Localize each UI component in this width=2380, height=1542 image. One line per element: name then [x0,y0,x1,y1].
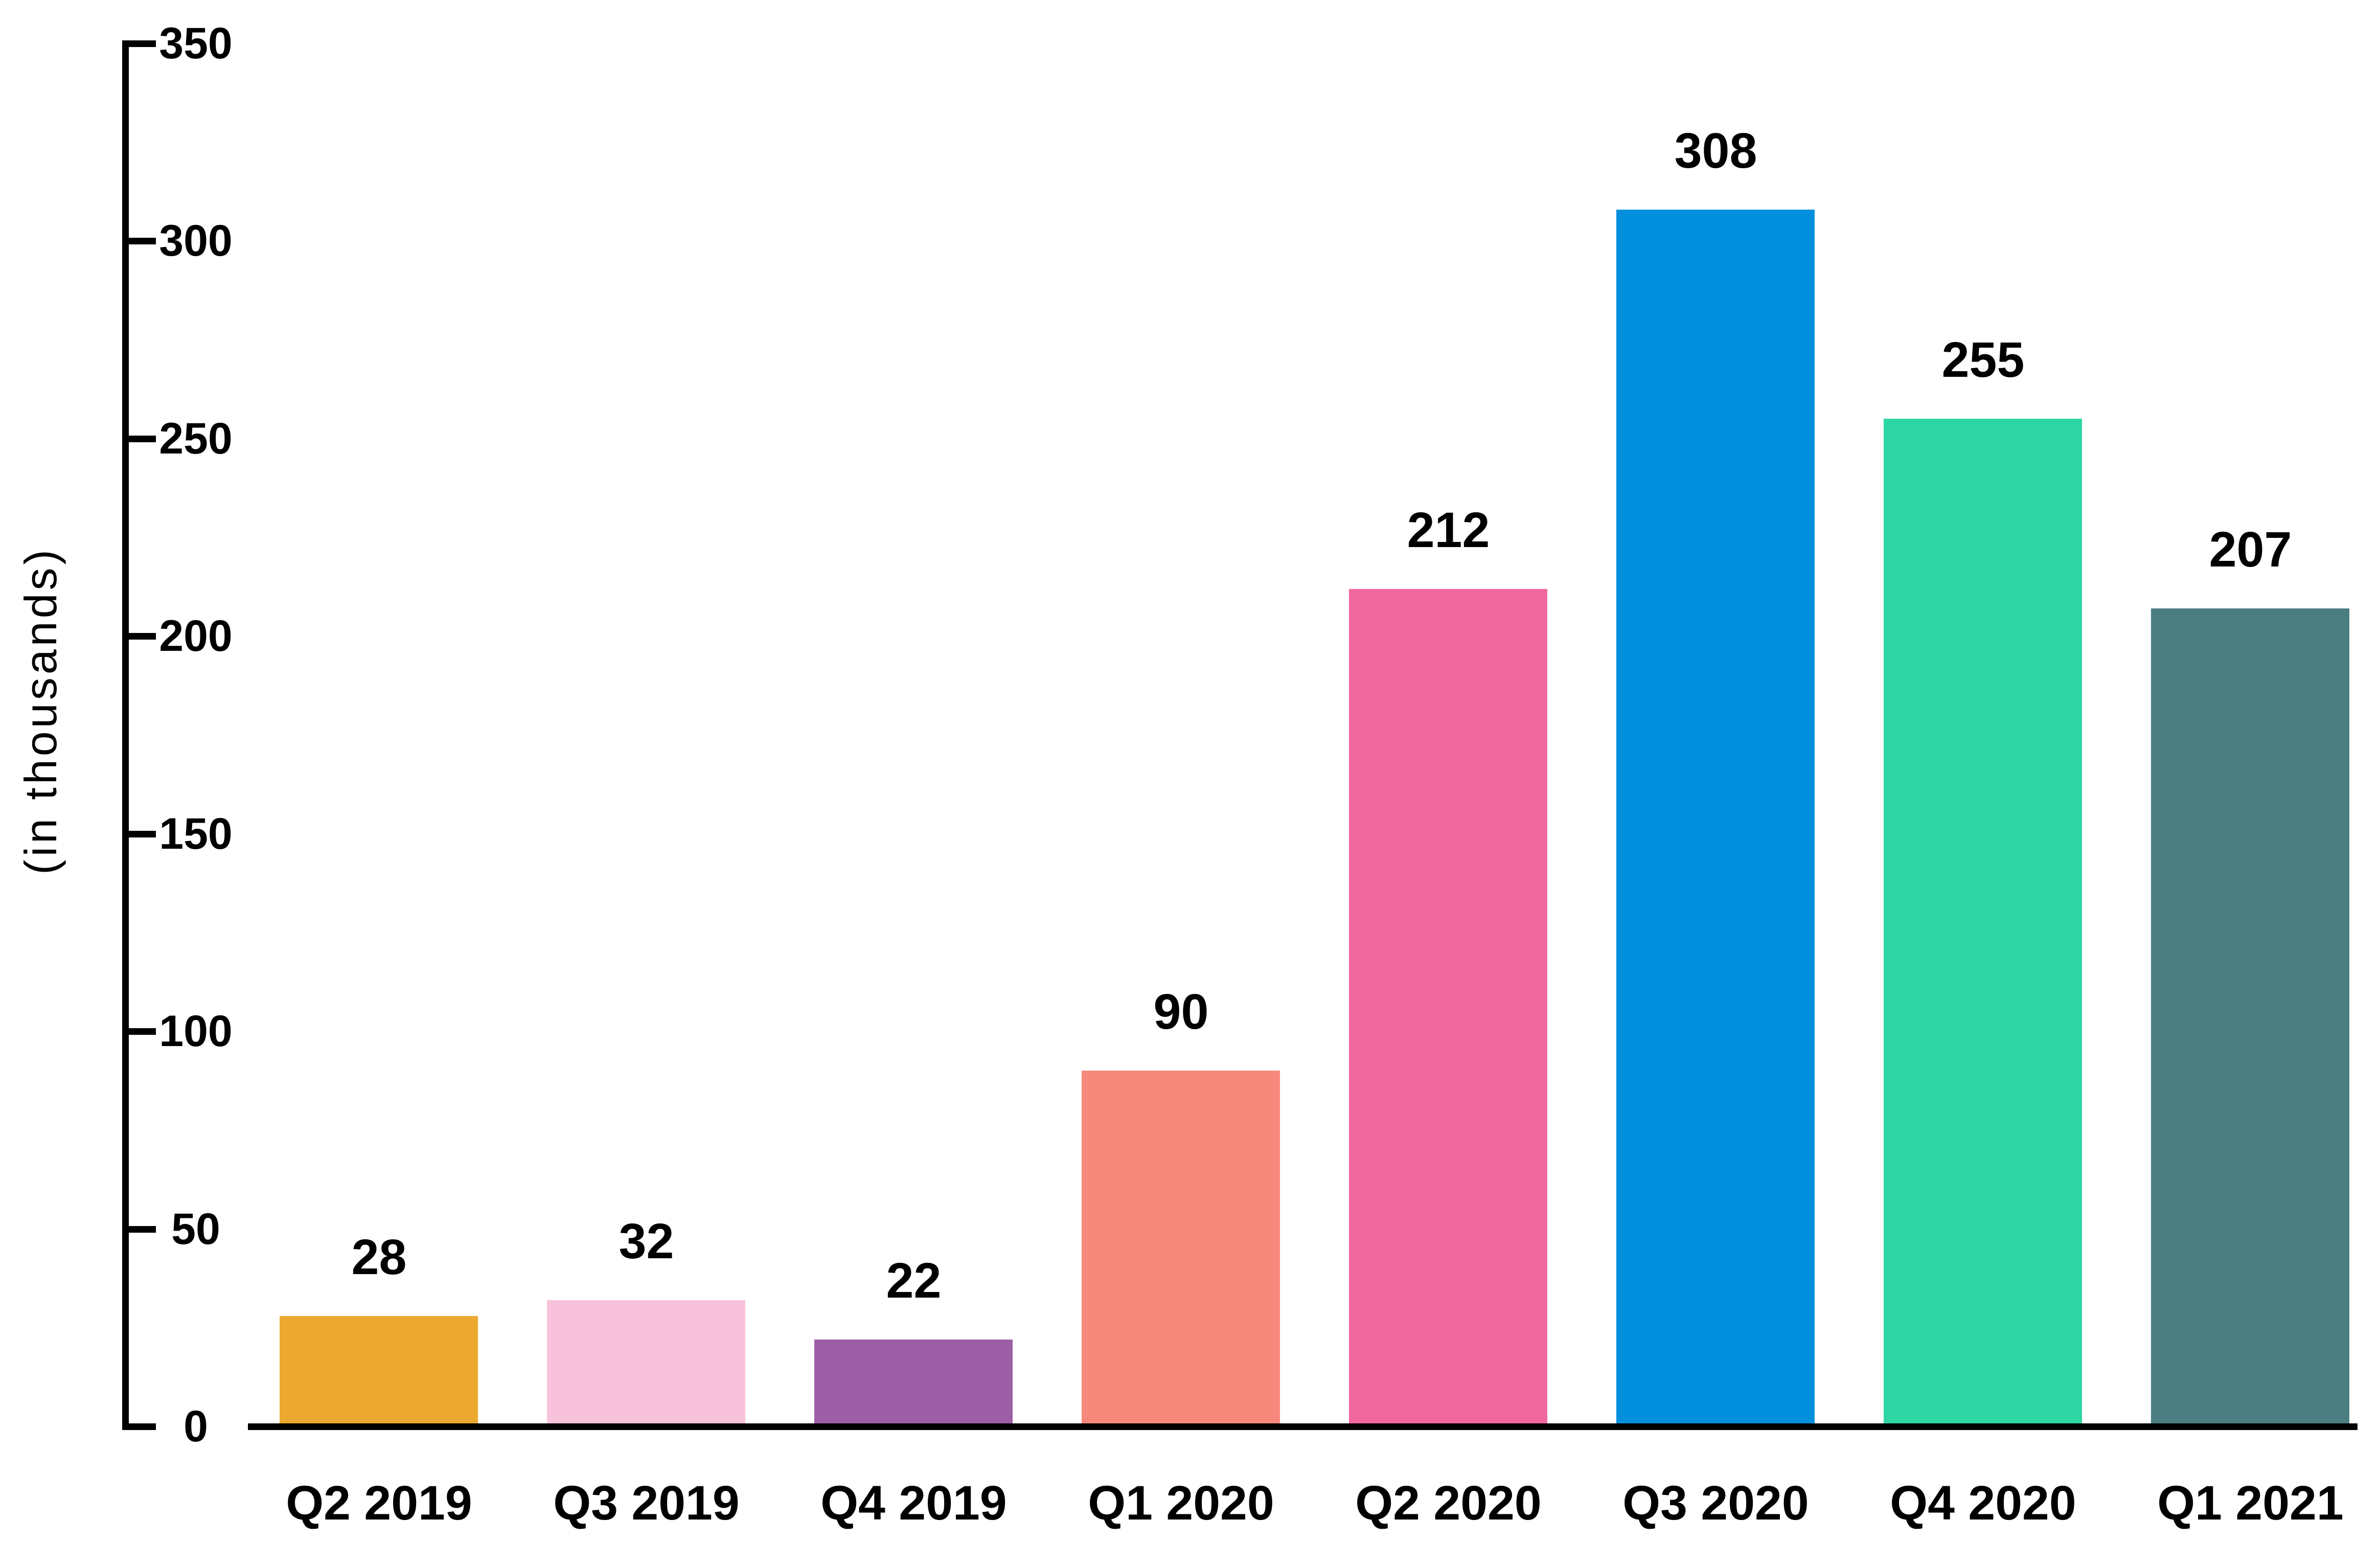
y-tick-mark [122,238,156,245]
x-category-label: Q4 2019 [820,1476,1007,1530]
bar-value-label: 255 [1941,332,2025,388]
bar-q1-2021 [2151,608,2349,1423]
y-tick-label: 100 [159,1007,233,1056]
y-tick-mark [122,830,156,837]
bar-value-label: 308 [1674,122,1757,178]
y-tick-mark [122,40,156,47]
y-tick-label: 300 [159,216,233,266]
x-axis-line [248,1423,2358,1430]
bar-q3-2020 [1616,209,1815,1423]
bar-q2-2019 [280,1316,478,1423]
y-tick-mark [122,1423,156,1430]
bar-value-label: 212 [1407,502,1490,558]
x-category-label: Q2 2019 [286,1476,472,1530]
y-tick-label: 250 [159,414,233,463]
bar-q1-2020 [1082,1071,1280,1423]
y-tick-mark [122,633,156,640]
bar-value-label: 90 [1153,984,1209,1040]
bar-q2-2020 [1349,588,1547,1423]
y-axis-line [122,40,129,1430]
y-tick-mark [122,435,156,442]
y-tick-mark [122,1226,156,1233]
bar-value-label: 32 [619,1213,674,1269]
y-tick-label: 350 [159,19,233,68]
y-tick-label: 200 [159,611,233,661]
x-category-label: Q1 2021 [2157,1476,2344,1530]
x-category-label: Q4 2020 [1890,1476,2076,1530]
bar-value-label: 22 [886,1252,942,1308]
y-tick-label: 50 [171,1204,220,1254]
y-tick-mark [122,1028,156,1035]
bar-value-label: 28 [351,1229,407,1285]
bar-q4-2019 [814,1339,1013,1423]
bar-q4-2020 [1884,419,2082,1423]
x-category-label: Q2 2020 [1355,1476,1542,1530]
x-category-label: Q3 2019 [553,1476,740,1530]
x-category-label: Q3 2020 [1622,1476,1809,1530]
y-tick-label: 150 [159,809,233,858]
bar-q3-2019 [547,1300,745,1423]
x-category-label: Q1 2020 [1088,1476,1274,1530]
y-tick-label: 0 [184,1402,208,1451]
bar-value-label: 207 [2209,521,2292,578]
y-axis-title: (in thousands) [15,547,66,875]
